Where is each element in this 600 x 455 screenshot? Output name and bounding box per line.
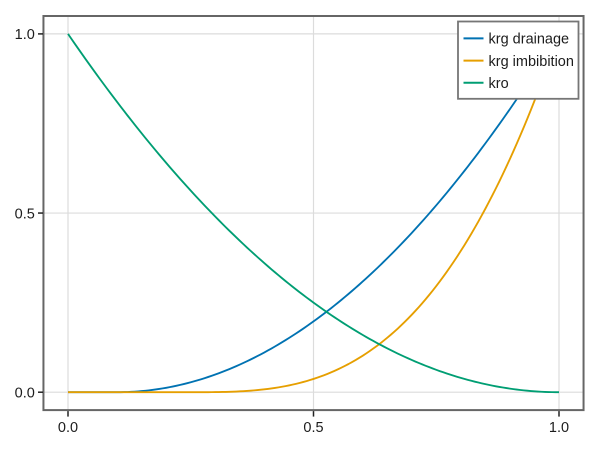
svg-text:krg imbibition: krg imbibition [489, 54, 574, 70]
svg-text:0.0: 0.0 [15, 386, 35, 402]
svg-text:0.5: 0.5 [303, 420, 323, 436]
svg-text:krg drainage: krg drainage [489, 32, 570, 48]
svg-text:0.0: 0.0 [58, 420, 78, 436]
svg-text:1.0: 1.0 [15, 27, 35, 43]
svg-text:0.5: 0.5 [15, 206, 35, 222]
svg-text:kro: kro [489, 76, 509, 92]
svg-text:1.0: 1.0 [549, 420, 569, 436]
